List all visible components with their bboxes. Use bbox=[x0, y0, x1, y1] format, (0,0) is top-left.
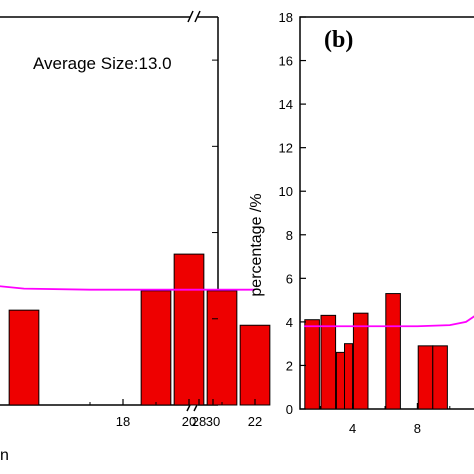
panel-b-y-tick-label: 8 bbox=[286, 228, 293, 243]
panel-b-bar bbox=[417, 345, 434, 410]
panel-b-y-tick-label: 4 bbox=[286, 315, 293, 330]
panel-a-break-top-2 bbox=[194, 10, 201, 23]
panel-b-x-tick-label: 4 bbox=[349, 421, 356, 436]
panel-a-x-tick-label: 28 bbox=[192, 414, 206, 429]
panel-b-bar bbox=[335, 351, 345, 410]
panel-a-x-tick-label: 20 bbox=[182, 414, 196, 429]
panel-a-break-top-1 bbox=[187, 10, 194, 23]
panel-b-y-tick-label: 18 bbox=[279, 10, 293, 25]
panel-a-bar bbox=[8, 309, 40, 406]
panel-a-chart: 18 20 22 28 30 Average Size:13.0 n bbox=[0, 10, 271, 464]
panel-b-y-tick-label: 12 bbox=[279, 141, 293, 156]
panel-a-annotation: Average Size:13.0 bbox=[33, 54, 172, 73]
panel-b-ylabel: percentage /% bbox=[248, 193, 265, 296]
panel-b-y-tick-label: 0 bbox=[286, 402, 293, 417]
panel-a-x-tick-label: 18 bbox=[116, 414, 130, 429]
panel-a-bar bbox=[206, 290, 238, 406]
panel-b-bar bbox=[320, 314, 337, 410]
panel-a-fit-curve bbox=[0, 285, 255, 291]
panel-b-y-tick-label: 14 bbox=[279, 97, 293, 112]
panel-b-bar bbox=[352, 312, 369, 410]
panel-a-bar bbox=[140, 290, 172, 406]
panel-b-bar bbox=[304, 319, 320, 410]
panel-a-xlabel-partial: n bbox=[0, 447, 9, 464]
panel-b-y-tick-label: 6 bbox=[286, 271, 293, 286]
panel-b-x-tick-label: 8 bbox=[414, 421, 421, 436]
panel-b-label: (b) bbox=[324, 27, 353, 53]
panel-b-bar bbox=[432, 345, 448, 410]
panel-b-y-tick-label: 10 bbox=[279, 184, 293, 199]
panel-a-bar bbox=[239, 324, 271, 406]
panel-b-chart: 0 2 4 6 8 10 12 14 16 18 4 8 (b) percentage /% bbox=[248, 10, 474, 436]
panel-b-bar bbox=[385, 293, 401, 410]
panel-a-x-tick-label: 22 bbox=[248, 414, 262, 429]
panel-b-bar bbox=[344, 343, 354, 410]
panel-b-y-tick-label: 2 bbox=[286, 358, 293, 373]
panel-a-x-tick-label: 30 bbox=[206, 414, 220, 429]
panel-a-bar bbox=[173, 253, 205, 406]
panel-b-fit-curve bbox=[304, 315, 474, 328]
panel-b-y-tick-label: 16 bbox=[279, 54, 293, 69]
